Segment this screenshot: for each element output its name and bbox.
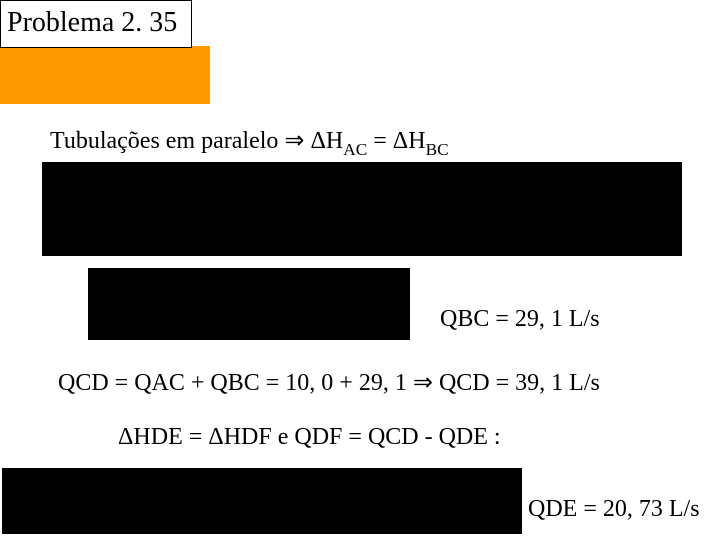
orange-strip <box>0 46 210 104</box>
redaction-box-3 <box>2 468 522 534</box>
line-dhde: ΔHDE = ΔHDF e QDF = QCD - QDE : <box>118 424 501 451</box>
problem-title-box: Problema 2. 35 <box>0 0 192 48</box>
arrow-icon: ⇒ <box>284 128 304 154</box>
redaction-box-2 <box>88 268 410 340</box>
result-qbc: QBC = 29, 1 L/s <box>440 306 600 333</box>
result-qde: QDE = 20, 73 L/s <box>528 496 700 523</box>
line-qcd: QCD = QAC + QBC = 10, 0 + 29, 1 ⇒ QCD = … <box>58 368 600 397</box>
text-dH-AC: ΔH <box>305 128 344 154</box>
redaction-box-1 <box>42 162 682 256</box>
text-prefix: Tubulações em paralelo <box>50 128 284 154</box>
sub-ac: AC <box>343 140 367 159</box>
qcd-text2: QCD = 39, 1 L/s <box>433 370 600 396</box>
text-eq: = ΔH <box>367 128 425 154</box>
line-parallel-pipes: Tubulações em paralelo ⇒ ΔHAC = ΔHBC <box>50 126 449 159</box>
arrow-icon: ⇒ <box>413 370 433 396</box>
sub-bc: BC <box>426 140 449 159</box>
problem-title: Problema 2. 35 <box>7 7 177 38</box>
qcd-text1: QCD = QAC + QBC = 10, 0 + 29, 1 <box>58 370 413 396</box>
